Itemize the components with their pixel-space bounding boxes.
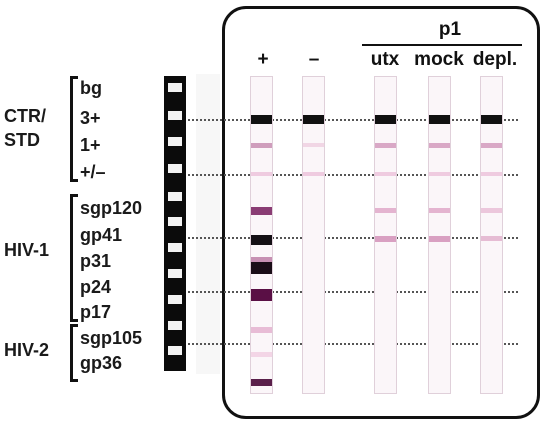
ladder-rung [168,295,182,304]
band-1plus [251,143,272,148]
band-gp36 [251,352,272,357]
band-1plus [303,143,324,147]
band-3plus [251,115,272,124]
band-p31 [251,257,272,263]
ladder-rung [168,321,182,330]
ladder-rung [168,111,182,120]
backdrop-strip [196,74,220,374]
band-label-sgp120: sgp120 [80,198,143,218]
dotted-guide-gp41 [188,237,518,239]
group-label-hiv2: HIV-2 [4,340,50,360]
band-label-bg: bg [80,78,102,98]
band-plus-minus [303,172,324,176]
band-label-gp36: gp36 [80,353,123,373]
band-label-plus-minus: +/– [80,162,106,182]
band-3plus [481,115,502,124]
strip-negative [302,76,325,394]
sample-frame [222,6,540,419]
dotted-guide-p17 [188,291,518,293]
ladder-rung [168,83,182,92]
ladder-rung [168,217,182,226]
lane-header-mock: mock [414,49,464,70]
ladder-rung [168,137,182,146]
band-sgp120 [429,208,450,213]
band-sgp120 [375,208,396,213]
band-3plus [303,115,324,124]
band-gp41 [429,236,450,242]
band-label-gp41: gp41 [80,225,123,245]
ladder-rung [168,164,182,173]
ladder-rung [168,192,182,201]
header-p1: p1 [438,19,462,40]
lane-header-depl: depl. [472,49,518,70]
ladder-rung [168,269,182,278]
band-label-p17: p17 [80,302,112,322]
band-p24 [251,262,272,274]
band-p17 [251,289,272,301]
reference-ladder [164,76,186,371]
band-plus-minus [481,172,502,176]
band-3plus [429,115,450,124]
band-sgp120 [251,207,272,215]
group-label-hiv1: HIV-1 [4,240,50,260]
band-label-1plus: 1+ [80,135,101,155]
band-plus-minus [251,172,272,176]
band-plus-minus [429,172,450,176]
dotted-guide-gp36 [188,343,518,345]
band-gp41 [375,236,396,242]
band-gp41 [481,236,502,241]
strip-utx [374,76,397,394]
band-label-sgp105: sgp105 [80,328,143,348]
band-1plus [429,143,450,148]
dotted-guide-plus-minus [188,174,518,176]
band-label-p31: p31 [80,251,112,271]
brace-hiv1 [70,194,78,322]
band-plus-minus [375,172,396,176]
band-label-3plus: 3+ [80,108,101,128]
lane-header-utx: utx [370,49,400,70]
strip-positive [250,76,273,394]
band-label-p24: p24 [80,277,112,297]
dotted-guide-3plus [188,119,518,121]
group-label-ctr-std: CTR/ STD [4,104,46,152]
band-sgp120 [481,208,502,213]
ladder-rung [168,243,182,252]
group-label-ctr: CTR/ STD [4,106,46,150]
header-underline [362,44,522,46]
band-1plus [481,143,502,148]
lane-header-positive: + [257,49,269,70]
band-1plus [375,143,396,148]
strip-depl [480,76,503,394]
ladder-rung [168,346,182,355]
brace-hiv2 [70,324,78,382]
band-gp41 [251,235,272,245]
band-3plus [375,115,396,124]
band-sgp105 [251,327,272,333]
band-bottom [251,379,272,386]
lane-header-negative: – [308,49,320,70]
brace-ctr-std [70,76,78,182]
strip-mock [428,76,451,394]
